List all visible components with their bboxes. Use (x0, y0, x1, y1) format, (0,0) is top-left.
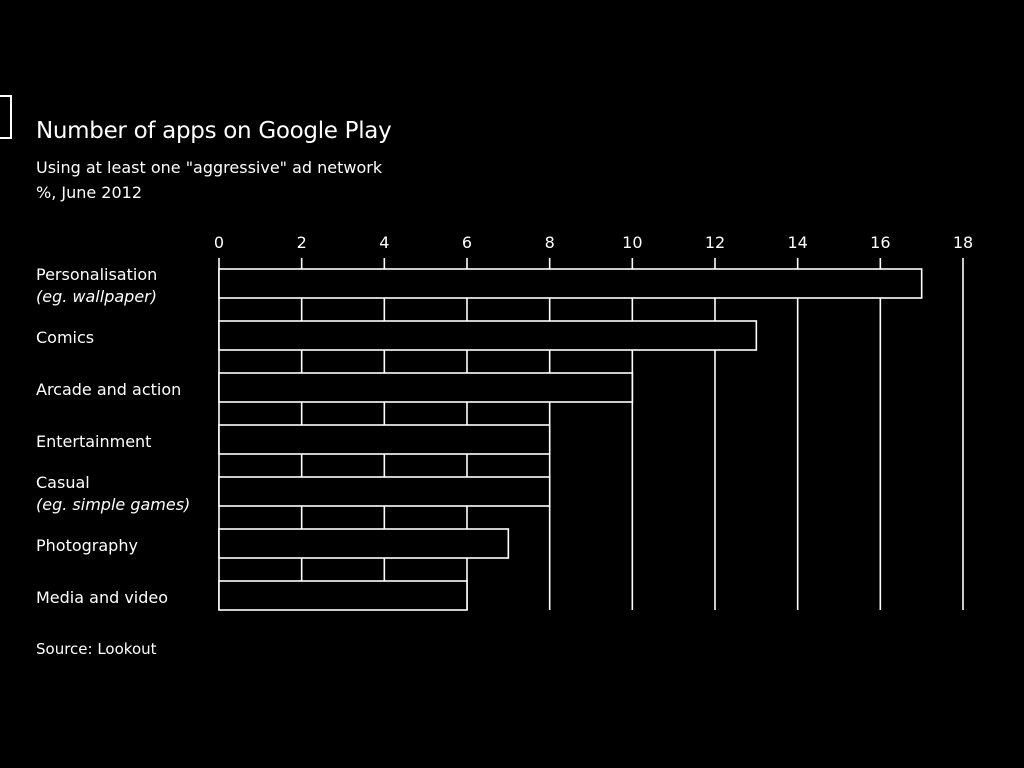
x-tick-label: 18 (953, 233, 973, 252)
x-tick-label: 4 (379, 233, 389, 252)
x-tick-label: 8 (545, 233, 555, 252)
subtitle-line-1: Using at least one "aggressive" ad netwo… (36, 158, 383, 177)
x-tick-label: 2 (297, 233, 307, 252)
category-label: Personalisation (36, 265, 157, 284)
category-label: Casual (36, 473, 90, 492)
category-label: Comics (36, 328, 94, 347)
category-label: Arcade and action (36, 380, 181, 399)
chart-title: Number of apps on Google Play (36, 118, 392, 144)
bar (218, 424, 551, 455)
x-tick-label: 12 (705, 233, 725, 252)
x-tick-label: 14 (787, 233, 807, 252)
bar (218, 528, 510, 559)
x-tick-label: 0 (214, 233, 224, 252)
x-tick-label: 16 (870, 233, 890, 252)
category-label: Media and video (36, 588, 168, 607)
subtitle-line-2: %, June 2012 (36, 183, 143, 202)
bar (218, 580, 468, 611)
bar (218, 476, 551, 507)
chart-subtitle: Using at least one "aggressive" ad netwo… (36, 155, 382, 205)
x-tick-label: 6 (462, 233, 472, 252)
bar (218, 372, 634, 403)
category-note: (eg. wallpaper) (36, 287, 157, 306)
category-label: Entertainment (36, 432, 151, 451)
bar (218, 320, 758, 351)
source-note: Source: Lookout (36, 640, 157, 658)
bar (218, 268, 923, 299)
category-note: (eg. simple games) (36, 495, 190, 514)
x-tick-label: 10 (622, 233, 642, 252)
corner-bracket-mark (0, 95, 12, 139)
category-label: Photography (36, 536, 138, 555)
